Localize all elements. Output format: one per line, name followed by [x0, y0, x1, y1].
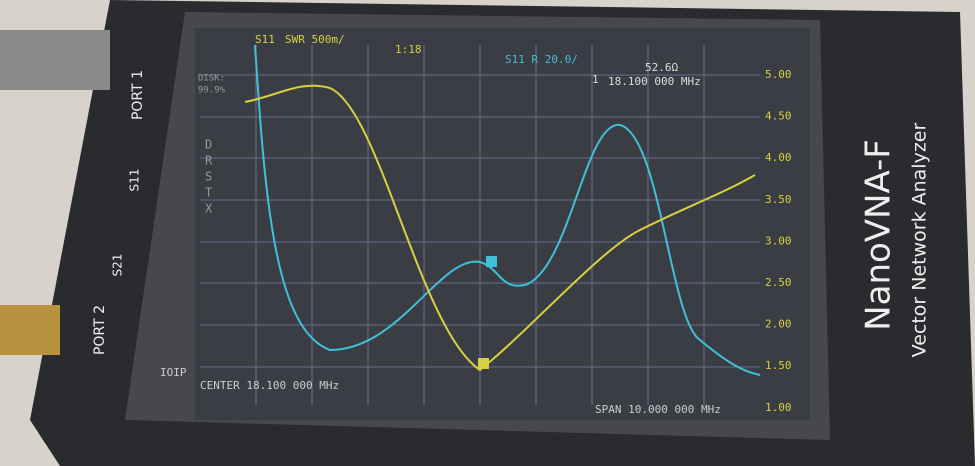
port1-connector [0, 30, 110, 90]
y-axis-label: 1.50 [765, 359, 792, 372]
swr-scale: SWR 500m/ [285, 33, 345, 46]
y-axis-label: 2.00 [765, 318, 792, 331]
side-letter: T [205, 186, 212, 200]
mode: IOIP [160, 366, 187, 379]
marker-freq: 18.100 000 MHz [608, 75, 701, 88]
s11-label: S11 [128, 169, 142, 192]
port1-label: PORT 1 [130, 70, 146, 120]
marker-r [478, 358, 489, 369]
brand: NanoVNA-F [859, 139, 899, 331]
subtitle: Vector Network Analyzer [909, 122, 931, 357]
y-axis-label: 5.00 [765, 68, 792, 81]
port2-label: PORT 2 [92, 305, 108, 355]
y-axis-label: 4.50 [765, 110, 792, 123]
r-scale: S11 R 20.0/ [505, 53, 578, 66]
side-letter: S [205, 170, 212, 184]
r-value: 52.6Ω [645, 61, 678, 74]
center: CENTER 18.100 000 MHz [200, 379, 339, 392]
y-axis-label: 2.50 [765, 276, 792, 289]
trace-label: S11 [255, 33, 275, 46]
port2-connector [0, 305, 60, 355]
screen [195, 28, 810, 420]
y-axis-label: 3.00 [765, 234, 792, 247]
side-letter: X [205, 202, 213, 216]
disk-label: DISK: [198, 74, 225, 84]
marker-swr [486, 256, 497, 267]
y-axis-label: 3.50 [765, 193, 792, 206]
side-letter: R [205, 154, 213, 168]
marker-number: 1 [592, 73, 599, 86]
swr-value: 1:18 [395, 43, 422, 56]
disk-value: 99.9% [198, 86, 226, 96]
photo: S11 SWR 500m/ 1:18 S11 R 20.0/ 52.6Ω 1 1… [0, 0, 975, 466]
y-axis-label: 1.00 [765, 401, 792, 414]
span: SPAN 10.000 000 MHz [595, 403, 721, 416]
side-letter: D [205, 138, 212, 152]
y-axis-label: 4.00 [765, 151, 792, 164]
s21-label: S21 [111, 254, 125, 277]
